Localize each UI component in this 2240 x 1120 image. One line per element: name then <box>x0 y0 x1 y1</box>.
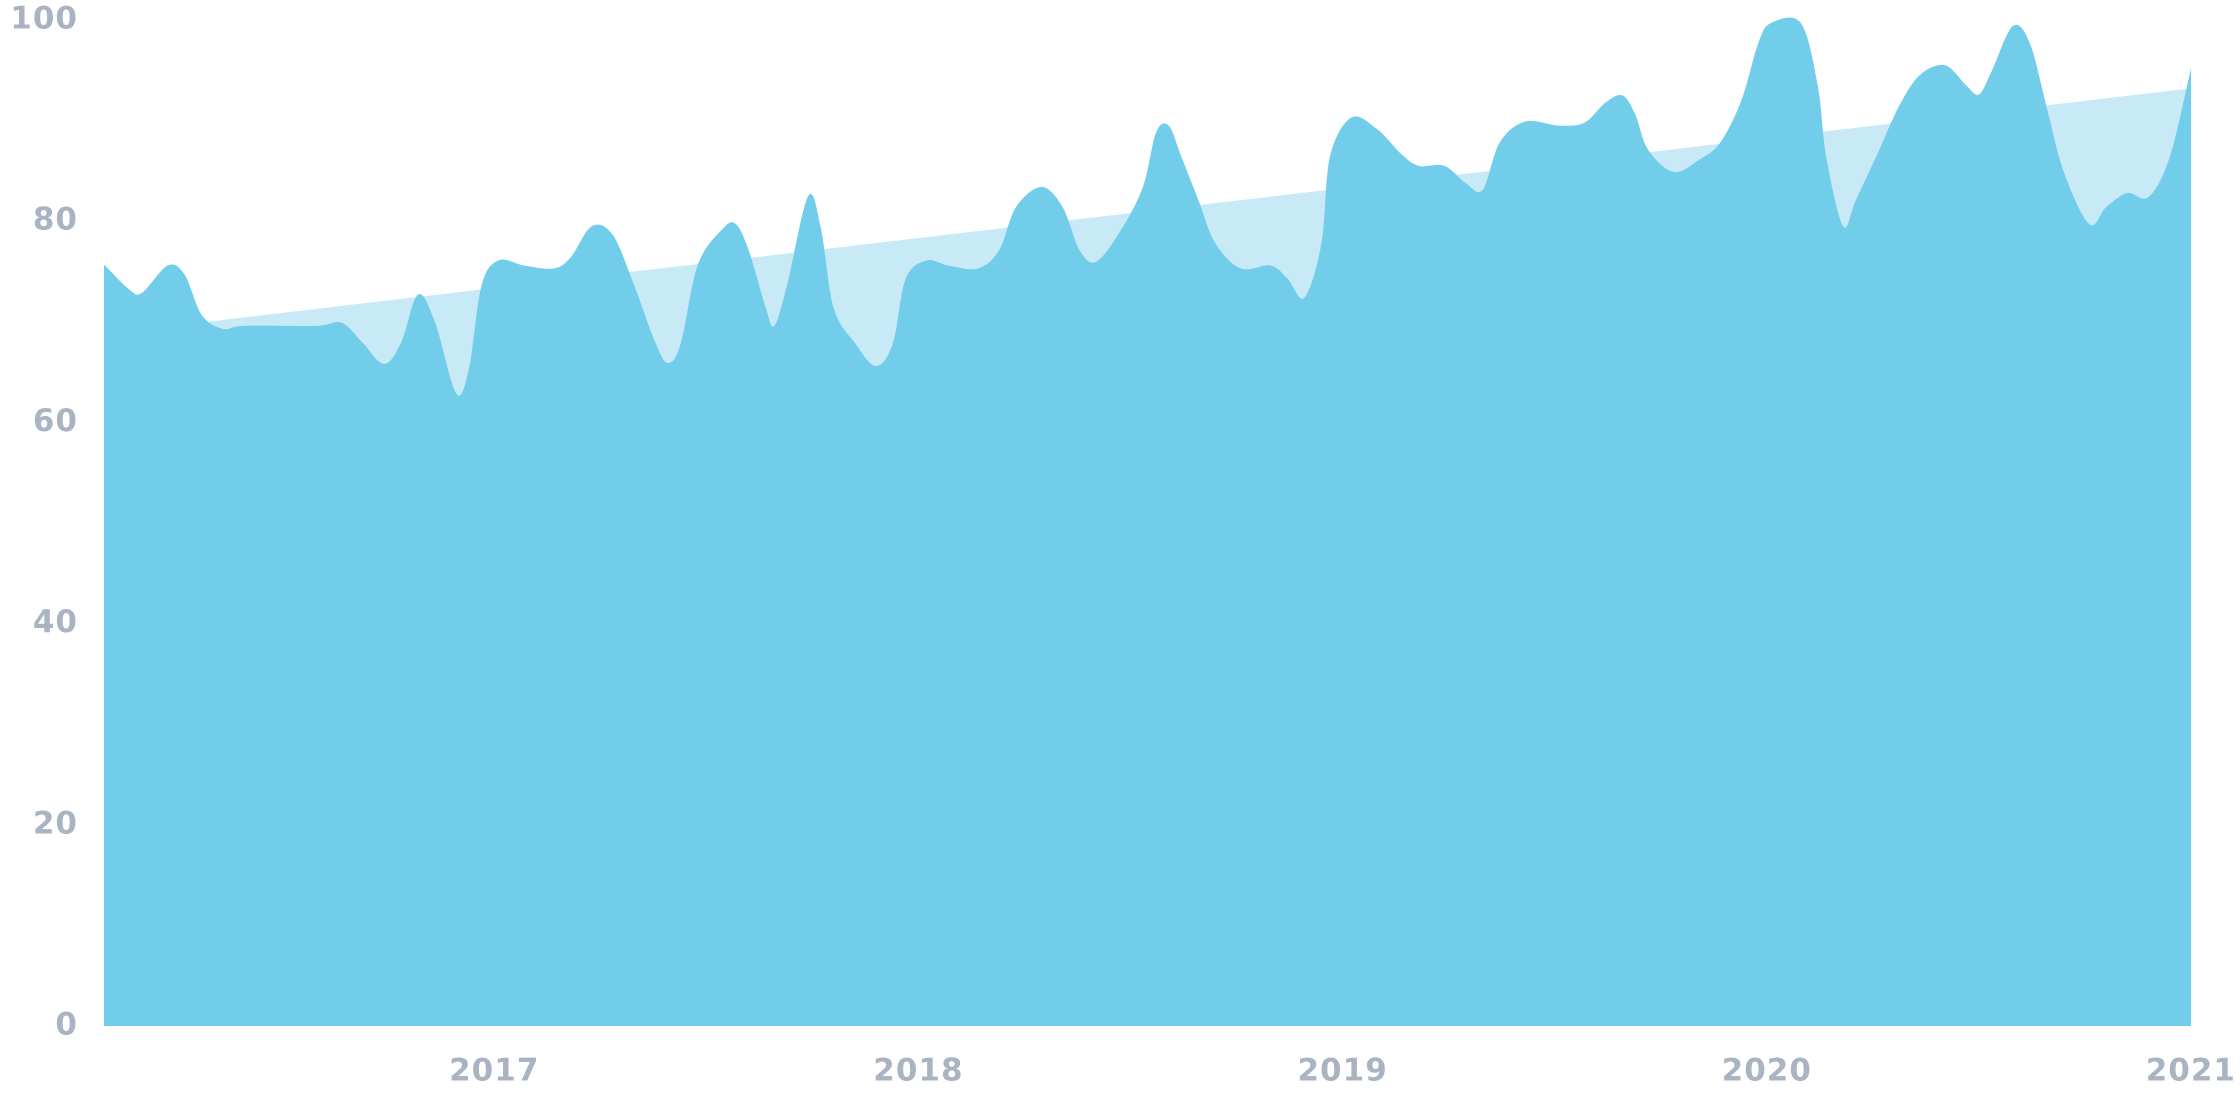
x-tick-label: 2021 <box>2146 1053 2236 1089</box>
area <box>104 17 2191 1026</box>
y-tick-label: 60 <box>33 403 78 439</box>
x-tick-label: 2018 <box>873 1053 963 1089</box>
y-tick-label: 40 <box>33 604 78 640</box>
x-tick-label: 2017 <box>449 1053 539 1089</box>
x-tick-label: 2020 <box>1722 1053 1812 1089</box>
y-tick-label: 20 <box>33 805 78 841</box>
x-tick-label: 2019 <box>1297 1053 1387 1089</box>
y-tick-label: 100 <box>10 1 78 37</box>
y-tick-label: 80 <box>33 202 78 238</box>
y-tick-label: 0 <box>55 1007 78 1043</box>
